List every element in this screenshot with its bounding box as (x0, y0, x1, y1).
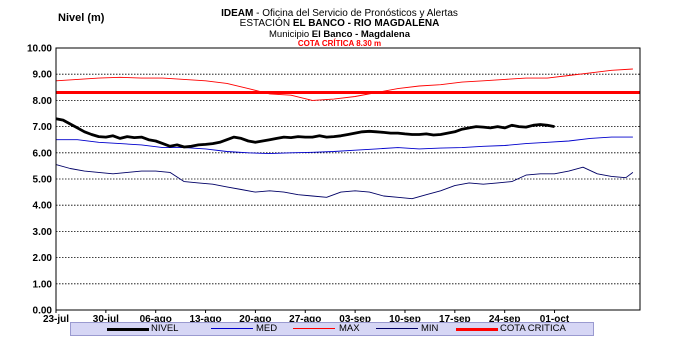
series-line-max (55, 68, 633, 101)
x-tick-label: 10-sep (389, 314, 421, 325)
cota-critica-label: COTA CRÍTICA 8.30 m (297, 39, 382, 48)
y-tick-label: 4.00 (33, 201, 53, 212)
y-tick-label: 3.00 (33, 227, 53, 238)
legend-label-max: MAX (339, 323, 360, 334)
series-lines (55, 68, 640, 200)
y-ticks: 0.00 1.00 2.00 3.00 4.00 5.00 6.00 7.00 8.00 9.00… (27, 44, 52, 317)
legend-label-cota: COTA CRITICA (500, 323, 566, 334)
legend: NIVEL MED MAX MIN COTA CRITICA (70, 322, 594, 336)
x-tick-label: 24-sep (489, 314, 521, 325)
y-tick-label: 5.00 (33, 175, 53, 186)
y-tick-label: 8.00 (33, 96, 53, 107)
x-tick-label: 06-ago (140, 314, 172, 325)
legend-label-min: MIN (421, 323, 439, 334)
x-tick-label: 13-ago (189, 314, 221, 325)
y-axis-label: Nivel (m) (58, 12, 105, 24)
header-line-station: ESTACIÓN EL BANCO - RIO MAGDALENA (0, 18, 679, 29)
legend-label-med: MED (256, 323, 278, 334)
legend-swatch-max (293, 328, 335, 329)
municipio-name: El Banco - Magdalena (311, 29, 410, 40)
y-tick-label: 10.00 (27, 44, 52, 55)
grid (56, 73, 640, 285)
y-tick-label: 9.00 (33, 70, 53, 81)
y-tick-label: 2.00 (33, 253, 53, 264)
x-tick-label: 30-jul (93, 314, 119, 325)
series-line-min (55, 164, 634, 200)
plot-frame (55, 47, 641, 311)
station-name: EL BANCO - RIO MAGDALENA (292, 18, 440, 29)
series-line-nivel (55, 117, 555, 149)
legend-label-nivel: NIVEL (151, 323, 179, 334)
legend-swatch-nivel (107, 328, 149, 331)
x-tick-label: 01-oct (540, 314, 570, 325)
x-tick-label: 20-ago (239, 314, 271, 325)
header-line-org: IDEAM - Oficina del Servicio de Pronósti… (0, 8, 679, 19)
y-tick-label: 6.00 (33, 148, 53, 159)
y-tick-label: 7.00 (33, 122, 53, 133)
header-line-municipio: Municipio El Banco - Magdalena (0, 29, 679, 40)
x-tick-label: 17-sep (439, 314, 471, 325)
x-tick-label: 27-ago (289, 314, 321, 325)
station-prefix: ESTACIÓN (239, 18, 293, 29)
x-tick-label: 03-sep (339, 314, 371, 325)
municipio-prefix: Municipio (269, 29, 312, 40)
y-tick-label: 0.00 (33, 306, 53, 317)
org-desc: - Oficina del Servicio de Pronósticos y … (253, 8, 458, 19)
series-line-med (56, 136, 633, 155)
legend-swatch-min (376, 328, 418, 329)
y-tick-label: 1.00 (33, 279, 53, 290)
org-name: IDEAM (221, 8, 254, 19)
legend-swatch-cota (456, 328, 498, 331)
legend-swatch-med (211, 328, 253, 329)
x-tick-label: 23-jul (43, 314, 69, 325)
